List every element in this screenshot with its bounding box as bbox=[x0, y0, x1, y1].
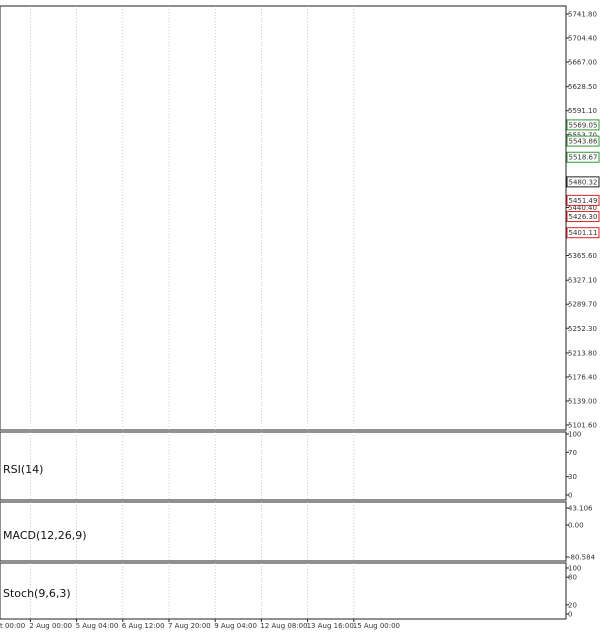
y-tick-label: 5440.40 bbox=[568, 204, 597, 212]
y-tick-label: 5176.40 bbox=[568, 373, 597, 381]
rsi-tick-label: 70 bbox=[568, 449, 577, 457]
stoch-tick-label: 80 bbox=[568, 574, 577, 582]
x-tick-label: 6 Aug 12:00 bbox=[122, 622, 165, 630]
panel-frame bbox=[0, 431, 567, 501]
y-tick-label: 5139.00 bbox=[568, 397, 597, 405]
x-tick-label: t 00:00 bbox=[0, 622, 25, 630]
macd-tick-label: -80.584 bbox=[568, 554, 596, 562]
pivot-price-label: 5451.49 bbox=[569, 197, 598, 205]
rsi-tick-label: 100 bbox=[568, 431, 581, 439]
pivot-price-box bbox=[566, 211, 600, 223]
stoch-tick-label: 0 bbox=[568, 611, 572, 619]
y-tick-label: 5289.70 bbox=[568, 301, 597, 309]
rsi-label: RSI(14) bbox=[3, 463, 43, 476]
macd-label: MACD(12,26,9) bbox=[3, 529, 87, 542]
pivot-price-box bbox=[566, 227, 600, 239]
x-tick-label: 15 Aug 00:00 bbox=[353, 622, 400, 630]
y-tick-label: 5101.60 bbox=[568, 422, 597, 430]
stoch-tick-label: 20 bbox=[568, 601, 577, 609]
pivot-price-label: 5518.67 bbox=[569, 154, 598, 162]
stoch-tick-label: 100 bbox=[568, 565, 581, 573]
rsi-tick-label: 0 bbox=[568, 492, 572, 500]
rsi-tick-label: 30 bbox=[568, 473, 577, 481]
stoch-label: Stoch(9,6,3) bbox=[3, 587, 71, 600]
pivot-price-label: 5543.86 bbox=[569, 138, 598, 146]
pivot-price-label: 5569.05 bbox=[569, 121, 598, 129]
macd-tick-label: 0.00 bbox=[568, 522, 584, 530]
x-tick-label: 2 Aug 00:00 bbox=[29, 622, 72, 630]
y-tick-label: 5327.10 bbox=[568, 277, 597, 285]
pivot-price-box bbox=[566, 151, 600, 163]
x-tick-label: 13 Aug 16:00 bbox=[307, 622, 354, 630]
y-tick-label: 5741.80 bbox=[568, 11, 597, 19]
pivot-price-label: 5426.30 bbox=[569, 213, 598, 221]
time-axis: t 00:00 2 Aug 00:00 5 Aug 04:00 6 Aug 12:00… bbox=[0, 5, 567, 630]
y-tick-label: 5252.30 bbox=[568, 325, 597, 333]
macd-tick-label: 43.106 bbox=[568, 505, 593, 513]
current-price-label: 5480.32 bbox=[569, 178, 598, 186]
y-tick-label: 5704.40 bbox=[568, 35, 597, 43]
y-tick-label: 5628.50 bbox=[568, 83, 597, 91]
y-tick-label: 5591.10 bbox=[568, 107, 597, 115]
x-tick-label: 9 Aug 04:00 bbox=[214, 622, 257, 630]
panel-frame bbox=[0, 562, 567, 620]
pivot-price-box bbox=[566, 194, 600, 206]
panel-frame bbox=[0, 5, 567, 431]
current-price-box bbox=[566, 176, 600, 188]
y-tick-label: 5213.80 bbox=[568, 349, 597, 357]
x-tick-label: 7 Aug 20:00 bbox=[168, 622, 211, 630]
panel-frame bbox=[0, 501, 567, 562]
pivot-price-label: 5401.11 bbox=[569, 229, 598, 237]
pivot-price-box bbox=[566, 135, 600, 147]
y-tick-label: 5667.00 bbox=[568, 59, 597, 67]
y-tick-label: 5365.60 bbox=[568, 252, 597, 260]
x-tick-label: 5 Aug 04:00 bbox=[76, 622, 119, 630]
pivot-price-box bbox=[566, 119, 600, 131]
y-tick-label: 5553.70 bbox=[568, 131, 597, 139]
x-tick-label: 12 Aug 08:00 bbox=[260, 622, 307, 630]
